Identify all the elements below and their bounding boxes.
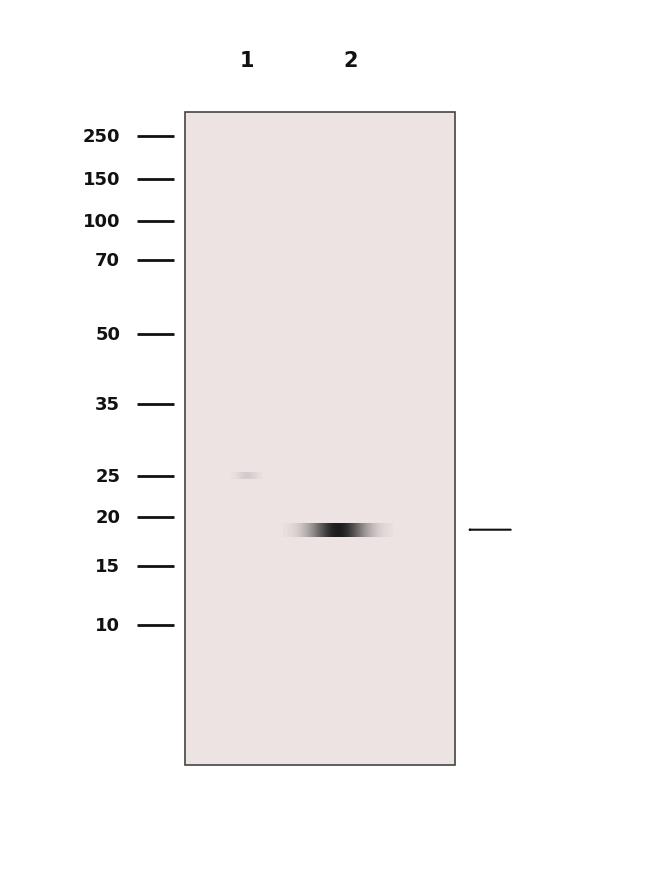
Text: 100: 100 xyxy=(83,213,120,230)
Text: 2: 2 xyxy=(344,51,358,70)
Text: 15: 15 xyxy=(96,558,120,575)
Text: 25: 25 xyxy=(96,468,120,485)
Text: 150: 150 xyxy=(83,171,120,189)
Text: 50: 50 xyxy=(96,326,120,343)
Text: 1: 1 xyxy=(240,51,254,70)
Text: 70: 70 xyxy=(96,252,120,269)
Text: 20: 20 xyxy=(96,508,120,526)
Text: 35: 35 xyxy=(96,395,120,413)
Bar xyxy=(185,113,455,765)
Text: 250: 250 xyxy=(83,128,120,145)
Text: 10: 10 xyxy=(96,617,120,634)
